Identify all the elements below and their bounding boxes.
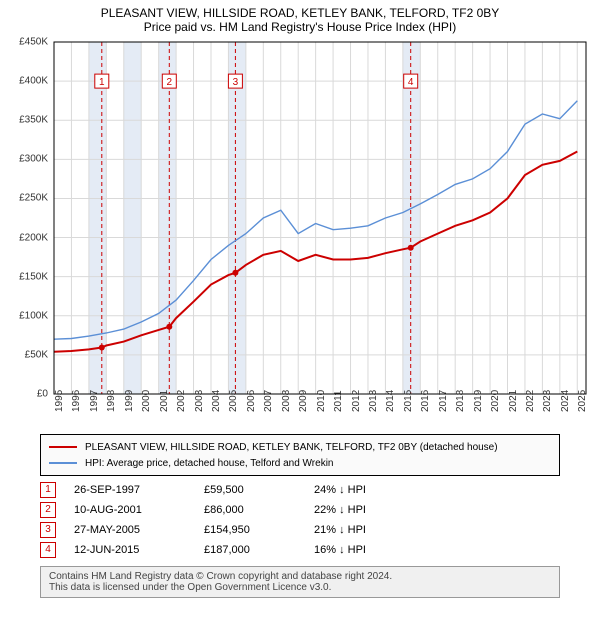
chart-area: 1 2 3 4 £0 £50K £100K £150K £200K £250K £300K £350K… [8, 38, 592, 428]
sale-row: 2 10-AUG-2001£86,00022% ↓ HPI [40, 500, 560, 520]
sale-marker: 1 [40, 482, 56, 498]
legend-row: HPI: Average price, detached house, Telf… [49, 455, 551, 471]
sale-price: £187,000 [204, 544, 314, 556]
y-tick-label: £50K [8, 349, 48, 360]
chart-subtitle: Price paid vs. HM Land Registry's House … [0, 20, 600, 38]
sale-marker: 3 [40, 522, 56, 538]
sale-point [99, 344, 105, 350]
sale-delta: 21% ↓ HPI [314, 524, 434, 536]
sale-delta: 24% ↓ HPI [314, 484, 434, 496]
chart-svg: 1 2 3 4 [8, 38, 592, 428]
sale-row: 3 27-MAY-2005£154,95021% ↓ HPI [40, 520, 560, 540]
y-tick-label: £450K [8, 37, 48, 48]
y-tick-label: £0 [8, 389, 48, 400]
year-band [228, 42, 245, 394]
y-tick-label: £200K [8, 232, 48, 243]
sale-marker: 2 [40, 502, 56, 518]
chart-container: PLEASANT VIEW, HILLSIDE ROAD, KETLEY BAN… [0, 0, 600, 620]
y-tick-label: £100K [8, 310, 48, 321]
legend-swatch [49, 446, 77, 448]
sale-date: 27-MAY-2005 [74, 524, 204, 536]
marker-number: 4 [408, 77, 414, 88]
x-tick-label: 2025 [577, 390, 600, 412]
legend-label: HPI: Average price, detached house, Telf… [85, 458, 334, 469]
footer-note: Contains HM Land Registry data © Crown c… [40, 566, 560, 598]
y-tick-label: £350K [8, 115, 48, 126]
marker-number: 1 [99, 77, 105, 88]
legend: PLEASANT VIEW, HILLSIDE ROAD, KETLEY BAN… [40, 434, 560, 476]
year-band [89, 42, 106, 394]
sale-row: 1 26-SEP-1997£59,50024% ↓ HPI [40, 480, 560, 500]
marker-number: 2 [167, 77, 173, 88]
footer-line-1: Contains HM Land Registry data © Crown c… [49, 571, 551, 582]
sale-date: 26-SEP-1997 [74, 484, 204, 496]
year-band [159, 42, 176, 394]
sale-point [232, 270, 238, 276]
chart-title: PLEASANT VIEW, HILLSIDE ROAD, KETLEY BAN… [0, 0, 600, 20]
sale-date: 12-JUN-2015 [74, 544, 204, 556]
sale-price: £154,950 [204, 524, 314, 536]
sale-point [166, 324, 172, 330]
sale-delta: 16% ↓ HPI [314, 544, 434, 556]
sale-date: 10-AUG-2001 [74, 504, 204, 516]
legend-label: PLEASANT VIEW, HILLSIDE ROAD, KETLEY BAN… [85, 442, 498, 453]
legend-swatch [49, 462, 77, 464]
sale-row: 4 12-JUN-2015£187,00016% ↓ HPI [40, 540, 560, 560]
sale-point [408, 245, 414, 251]
sale-price: £59,500 [204, 484, 314, 496]
sale-marker: 4 [40, 542, 56, 558]
footer-line-2: This data is licensed under the Open Gov… [49, 582, 551, 593]
marker-number: 3 [233, 77, 239, 88]
y-tick-label: £150K [8, 271, 48, 282]
sale-delta: 22% ↓ HPI [314, 504, 434, 516]
legend-row: PLEASANT VIEW, HILLSIDE ROAD, KETLEY BAN… [49, 439, 551, 455]
sales-table: 1 26-SEP-1997£59,50024% ↓ HPI 2 10-AUG-2001… [40, 480, 560, 560]
y-tick-label: £300K [8, 154, 48, 165]
sale-price: £86,000 [204, 504, 314, 516]
y-tick-label: £250K [8, 193, 48, 204]
y-tick-label: £400K [8, 76, 48, 87]
year-band [403, 42, 420, 394]
